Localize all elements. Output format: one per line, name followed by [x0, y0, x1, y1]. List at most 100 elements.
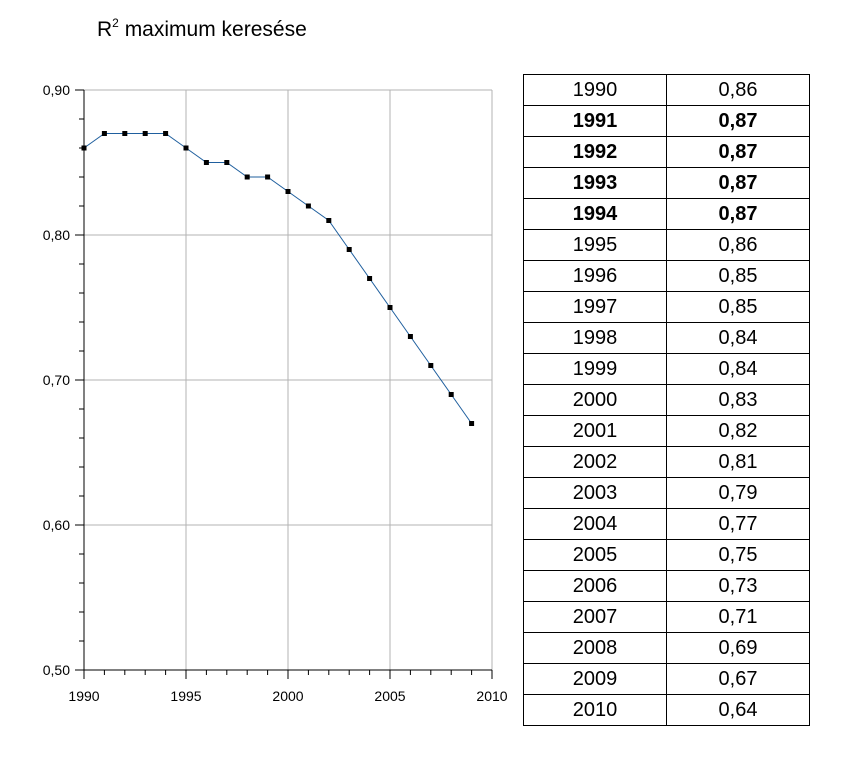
- value-cell: 0,84: [666, 322, 810, 354]
- chart-title: R2 maximum keresése: [97, 16, 307, 42]
- data-point: [326, 218, 332, 223]
- value-cell: 0,73: [666, 570, 810, 602]
- data-point: [285, 189, 291, 194]
- value-cell: 0,87: [666, 198, 810, 230]
- data-point: [428, 363, 434, 368]
- x-tick-label: 2010: [476, 688, 507, 704]
- year-cell: 1993: [523, 167, 667, 199]
- table-row: 1992 0,87: [523, 136, 810, 168]
- chart-title-main: R: [97, 18, 113, 41]
- chart-title-rest: maximum keresése: [118, 18, 307, 41]
- data-point: [101, 131, 107, 136]
- y-tick-label: 0,50: [43, 662, 70, 678]
- year-cell: 2001: [523, 415, 667, 447]
- table-row: 1991 0,87: [523, 105, 810, 137]
- table-row: 2004 0,77: [523, 508, 810, 540]
- data-point: [448, 392, 454, 397]
- table-row: 2007 0,71: [523, 601, 810, 633]
- year-cell: 1998: [523, 322, 667, 354]
- value-cell: 0,86: [666, 74, 810, 106]
- y-tick-label: 0,90: [43, 82, 70, 98]
- chart-title-superscript: 2: [112, 16, 119, 30]
- year-cell: 1995: [523, 229, 667, 261]
- value-cell: 0,67: [666, 663, 810, 695]
- table-row: 1995 0,86: [523, 229, 810, 261]
- data-point: [142, 131, 148, 136]
- value-cell: 0,87: [666, 136, 810, 168]
- data-point: [305, 203, 311, 209]
- data-point: [163, 131, 169, 136]
- year-cell: 1990: [523, 74, 667, 106]
- data-point: [244, 174, 250, 180]
- year-cell: 2002: [523, 446, 667, 478]
- year-cell: 2000: [523, 384, 667, 416]
- data-point: [203, 160, 209, 165]
- value-cell: 0,75: [666, 539, 810, 571]
- value-cell: 0,87: [666, 105, 810, 137]
- values-table-body: 1990 0,86 1991 0,87 1992 0,87 1993 0,87 1994 0,87…: [523, 74, 810, 726]
- data-point: [183, 145, 189, 151]
- table-row: 1997 0,85: [523, 291, 810, 323]
- value-cell: 0,79: [666, 477, 810, 509]
- y-tick-label: 0,70: [43, 372, 70, 388]
- table-row: 2002 0,81: [523, 446, 810, 478]
- data-point: [122, 131, 128, 136]
- year-cell: 2004: [523, 508, 667, 540]
- year-cell: 2007: [523, 601, 667, 633]
- data-point: [81, 145, 87, 151]
- year-cell: 1992: [523, 136, 667, 168]
- table-row: 2005 0,75: [523, 539, 810, 571]
- x-tick-label: 2005: [374, 688, 405, 704]
- year-cell: 2008: [523, 632, 667, 664]
- data-point: [387, 305, 393, 310]
- data-point: [346, 247, 352, 252]
- value-cell: 0,69: [666, 632, 810, 664]
- values-table: 1990 0,86 1991 0,87 1992 0,87 1993 0,87 1994 0,87…: [523, 74, 810, 726]
- year-cell: 2009: [523, 663, 667, 695]
- data-point: [265, 174, 271, 180]
- value-cell: 0,85: [666, 260, 810, 292]
- value-cell: 0,83: [666, 384, 810, 416]
- value-cell: 0,81: [666, 446, 810, 478]
- table-row: 2003 0,79: [523, 477, 810, 509]
- x-tick-label: 1990: [68, 688, 99, 704]
- x-tick-label: 2000: [272, 688, 303, 704]
- table-row: 1998 0,84: [523, 322, 810, 354]
- table-row: 2006 0,73: [523, 570, 810, 602]
- value-cell: 0,86: [666, 229, 810, 261]
- year-cell: 2003: [523, 477, 667, 509]
- data-point: [224, 160, 230, 165]
- table-row: 1990 0,86: [523, 74, 810, 106]
- table-row: 2001 0,82: [523, 415, 810, 447]
- year-cell: 1994: [523, 198, 667, 230]
- table-row: 1996 0,85: [523, 260, 810, 292]
- year-cell: 2006: [523, 570, 667, 602]
- value-cell: 0,82: [666, 415, 810, 447]
- x-tick-label: 1995: [170, 688, 201, 704]
- value-cell: 0,87: [666, 167, 810, 199]
- table-row: 2009 0,67: [523, 663, 810, 695]
- line-chart: 0,50 0,60 0,70 0,80 0,90 1990 1995 2000 2005 2010: [43, 82, 508, 704]
- data-point: [469, 421, 475, 426]
- data-point: [367, 276, 373, 281]
- value-cell: 0,77: [666, 508, 810, 540]
- value-cell: 0,71: [666, 601, 810, 633]
- table-row: 1993 0,87: [523, 167, 810, 199]
- year-cell: 1999: [523, 353, 667, 385]
- table-row: 1994 0,87: [523, 198, 810, 230]
- year-cell: 1997: [523, 291, 667, 323]
- series-line: [83, 133, 473, 424]
- value-cell: 0,85: [666, 291, 810, 323]
- table-row: 1999 0,84: [523, 353, 810, 385]
- value-cell: 0,64: [666, 694, 810, 726]
- table-row: 2008 0,69: [523, 632, 810, 664]
- table-row: 2010 0,64: [523, 694, 810, 726]
- year-cell: 1996: [523, 260, 667, 292]
- year-cell: 2010: [523, 694, 667, 726]
- data-point: [407, 334, 413, 339]
- year-cell: 2005: [523, 539, 667, 571]
- y-tick-label: 0,60: [43, 517, 70, 533]
- y-tick-label: 0,80: [43, 227, 70, 243]
- value-cell: 0,84: [666, 353, 810, 385]
- year-cell: 1991: [523, 105, 667, 137]
